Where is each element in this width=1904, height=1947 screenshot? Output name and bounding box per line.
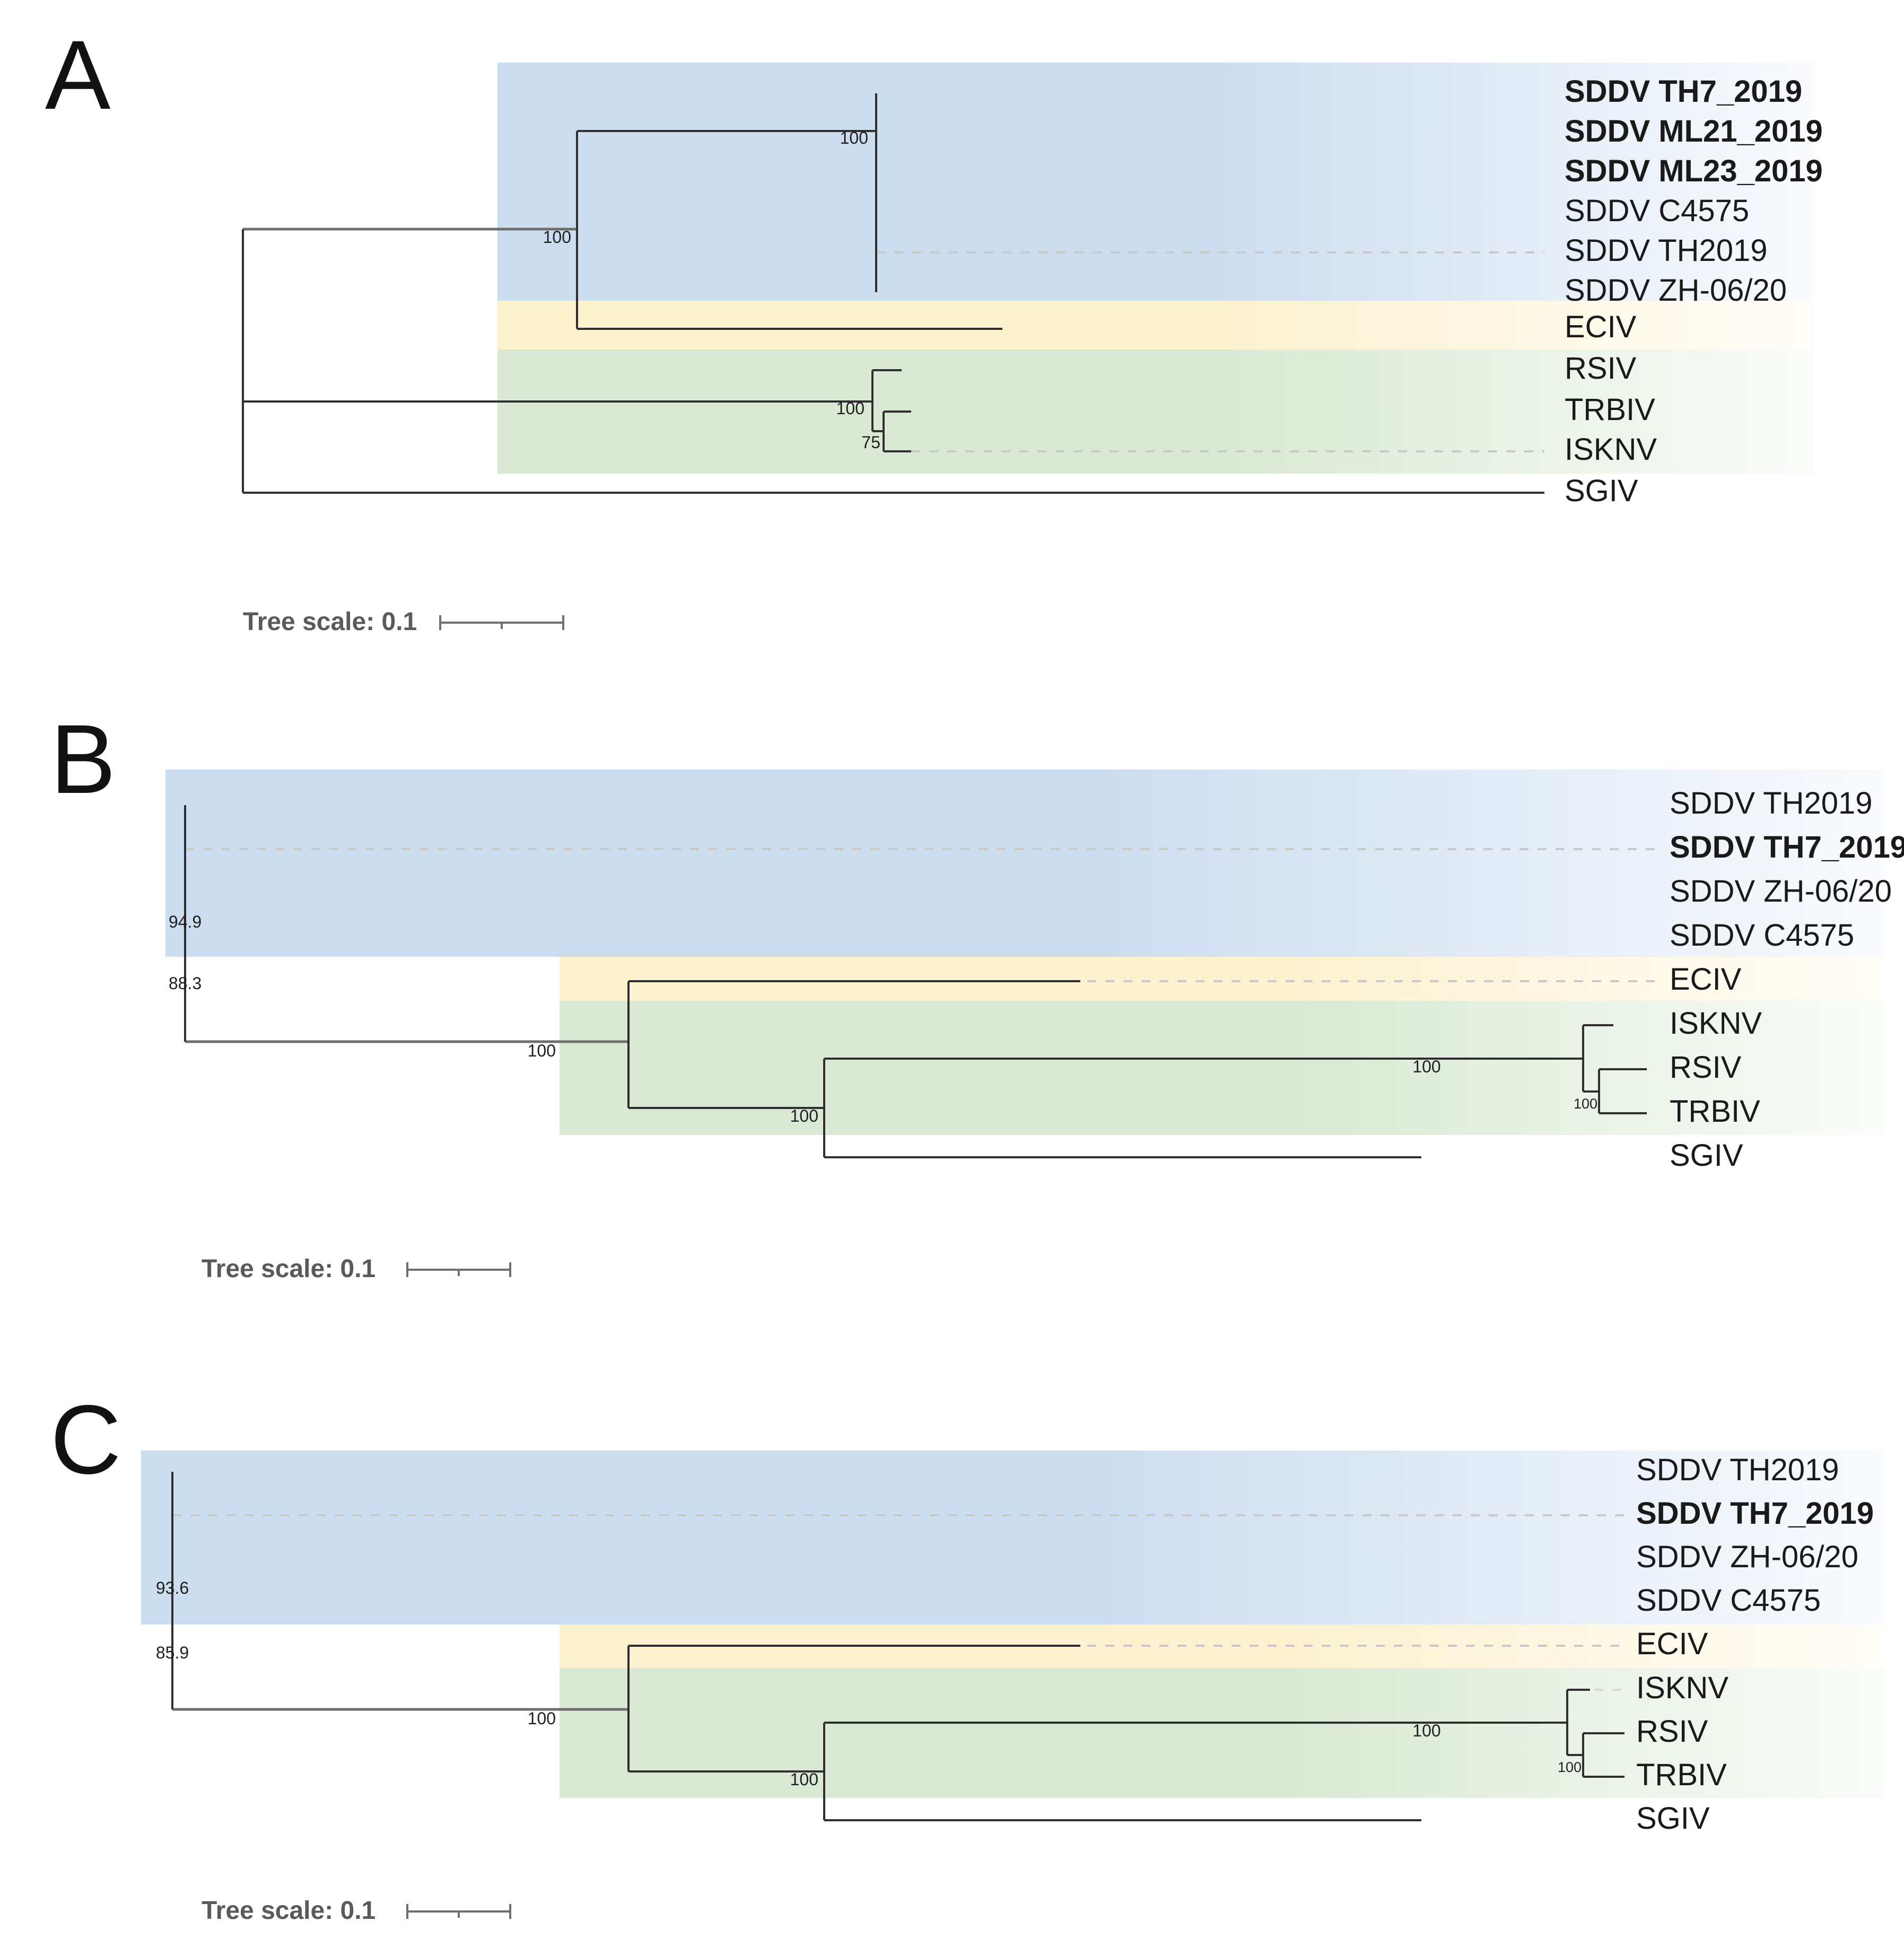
taxon-label: SGIV: [1636, 1801, 1710, 1836]
panel-c: C 93.6 85.9 100 100 100 100 SDDV TH2019 …: [50, 1385, 1884, 1925]
highlight-band-eciv: [497, 301, 1814, 350]
bootstrap-value: 75: [861, 433, 880, 452]
taxon-label: SDDV C4575: [1565, 194, 1749, 228]
bootstrap-value: 100: [528, 1041, 556, 1060]
scale-bar: [406, 1262, 511, 1277]
panel-letter: C: [50, 1385, 121, 1495]
tree-scale-label: Tree scale: 0.1: [202, 1255, 375, 1283]
scale-bar: [406, 1904, 511, 1919]
highlight-band-sddv: [141, 1451, 1884, 1625]
highlight-band-sddv: [497, 63, 1814, 301]
bootstrap-value: 100: [840, 128, 868, 147]
taxon-label: ECIV: [1636, 1627, 1708, 1661]
taxon-label: TRBIV: [1636, 1758, 1727, 1792]
bootstrap-value: 100: [1574, 1096, 1597, 1112]
highlight-band-megalocytivirus: [560, 1001, 1884, 1135]
bootstrap-value: 100: [543, 228, 571, 247]
taxon-label: SDDV TH7_2019: [1565, 74, 1802, 109]
highlight-band-megalocytivirus: [560, 1668, 1884, 1798]
taxon-label: SDDV ZH-06/20: [1636, 1540, 1858, 1574]
highlight-band-eciv: [560, 957, 1884, 1001]
bootstrap-value: 85.9: [156, 1643, 189, 1662]
scale-bar: [439, 615, 564, 630]
taxon-label: SDDV ZH-06/20: [1565, 273, 1787, 308]
taxon-label: SDDV TH2019: [1670, 786, 1873, 820]
tree-scale-label: Tree scale: 0.1: [243, 608, 417, 636]
bootstrap-value: 100: [1412, 1721, 1440, 1740]
bootstrap-value: 93.6: [156, 1578, 189, 1597]
taxon-label: SGIV: [1670, 1138, 1743, 1173]
panel-letter: B: [50, 705, 116, 814]
taxon-label: SDDV ZH-06/20: [1670, 874, 1892, 909]
tree-branches: [171, 1472, 1624, 1821]
bootstrap-value: 100: [790, 1106, 818, 1125]
taxon-label: TRBIV: [1565, 392, 1655, 427]
taxon-label: ISKNV: [1565, 432, 1657, 467]
bootstrap-value: 100: [790, 1770, 818, 1789]
taxon-label: RSIV: [1636, 1714, 1708, 1749]
highlight-band-sddv: [165, 770, 1884, 957]
panel-b: B 94.9 88.3 100 100 100 100 SDDV TH2019 …: [50, 705, 1904, 1283]
highlight-band-megalocytivirus: [497, 350, 1814, 474]
taxon-label: ISKNV: [1636, 1671, 1728, 1705]
bootstrap-value: 94.9: [169, 912, 202, 931]
bootstrap-value: 100: [1558, 1759, 1582, 1775]
bootstrap-value: 100: [1412, 1057, 1440, 1076]
panel-a: A 100 100 100 75 SDDV TH7_2019 SDDV ML21…: [45, 21, 1823, 636]
bootstrap-value: 88.3: [169, 974, 202, 993]
taxon-label: SGIV: [1565, 474, 1638, 508]
taxon-label: ECIV: [1565, 310, 1637, 344]
panel-letter: A: [45, 21, 111, 130]
taxon-label: SDDV ML21_2019: [1565, 114, 1823, 149]
taxon-label: SDDV TH2019: [1565, 233, 1768, 268]
taxon-label: SDDV C4575: [1636, 1583, 1821, 1618]
taxon-label: SDDV C4575: [1670, 918, 1854, 953]
bootstrap-value: 100: [836, 399, 864, 418]
taxon-label: RSIV: [1565, 351, 1637, 386]
taxon-label: SDDV TH7_2019: [1636, 1496, 1874, 1531]
tree-scale-label: Tree scale: 0.1: [202, 1897, 375, 1925]
taxon-label: ISKNV: [1670, 1006, 1762, 1041]
taxon-label: SDDV TH2019: [1636, 1453, 1839, 1487]
taxon-label: SDDV ML23_2019: [1565, 154, 1823, 188]
taxon-label: SDDV TH7_2019: [1670, 830, 1904, 865]
bootstrap-value: 100: [528, 1709, 556, 1728]
taxon-label: TRBIV: [1670, 1094, 1760, 1129]
tree-branches: [184, 805, 1647, 1158]
taxon-label: RSIV: [1670, 1050, 1742, 1085]
taxon-label: ECIV: [1670, 962, 1742, 997]
tree-branches: [242, 93, 1544, 494]
